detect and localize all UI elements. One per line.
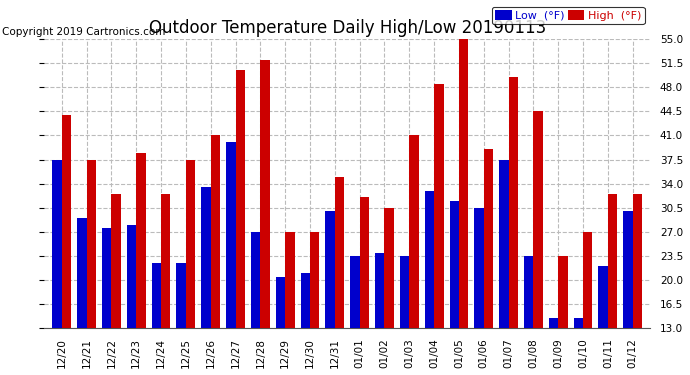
Bar	[549, 318, 558, 328]
Bar	[260, 60, 270, 328]
Bar	[86, 159, 96, 328]
Bar	[127, 225, 136, 328]
Bar	[573, 318, 583, 328]
Title: Outdoor Temperature Daily High/Low 20190113: Outdoor Temperature Daily High/Low 20190…	[148, 20, 546, 38]
Bar	[474, 208, 484, 328]
Bar	[177, 263, 186, 328]
Bar	[633, 194, 642, 328]
Bar	[210, 135, 220, 328]
Bar	[77, 218, 86, 328]
Bar	[61, 115, 71, 328]
Bar	[533, 111, 543, 328]
Bar	[608, 194, 618, 328]
Bar	[400, 256, 409, 328]
Bar	[235, 70, 245, 328]
Bar	[375, 252, 384, 328]
Text: Copyright 2019 Cartronics.com: Copyright 2019 Cartronics.com	[2, 27, 166, 38]
Bar	[499, 159, 509, 328]
Bar	[152, 263, 161, 328]
Bar	[409, 135, 419, 328]
Bar	[52, 159, 61, 328]
Bar	[111, 194, 121, 328]
Bar	[161, 194, 170, 328]
Bar	[102, 228, 111, 328]
Bar	[434, 84, 444, 328]
Bar	[459, 39, 469, 328]
Bar	[136, 153, 146, 328]
Bar	[201, 187, 210, 328]
Bar	[509, 77, 518, 328]
Bar	[359, 197, 369, 328]
Bar	[558, 256, 568, 328]
Bar	[326, 211, 335, 328]
Bar	[351, 256, 359, 328]
Bar	[276, 277, 285, 328]
Legend: Low  (°F), High  (°F): Low (°F), High (°F)	[492, 7, 644, 24]
Bar	[226, 142, 235, 328]
Bar	[251, 232, 260, 328]
Bar	[384, 208, 394, 328]
Bar	[583, 232, 593, 328]
Bar	[484, 149, 493, 328]
Bar	[335, 177, 344, 328]
Bar	[310, 232, 319, 328]
Bar	[623, 211, 633, 328]
Bar	[524, 256, 533, 328]
Bar	[301, 273, 310, 328]
Bar	[449, 201, 459, 328]
Bar	[598, 266, 608, 328]
Bar	[186, 159, 195, 328]
Bar	[285, 232, 295, 328]
Bar	[424, 190, 434, 328]
